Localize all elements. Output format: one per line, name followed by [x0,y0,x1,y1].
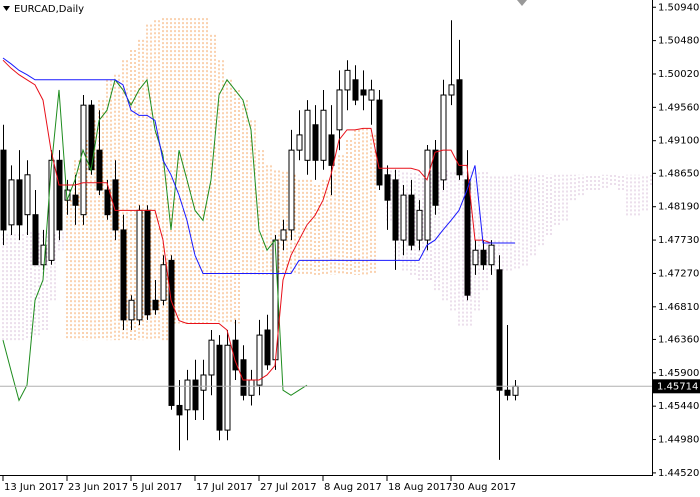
y-tick-label: 1.50020 [658,69,699,80]
candle-body [392,179,399,241]
candle-body [416,209,423,241]
candle-body [352,79,359,101]
candle-body [384,174,391,201]
candle-body [72,194,79,206]
candle-body [264,329,271,366]
candle-body [224,344,231,431]
candle-body [208,339,215,376]
chikou-line [2,78,308,402]
candle-body [0,149,7,231]
y-tick-label: 1.44520 [658,468,699,479]
candle-body [216,344,223,431]
candle-body [456,79,463,176]
candle-body [360,89,367,96]
y-tick-label: 1.49100 [658,136,699,147]
x-tick-label: 5 Jul 2017 [132,482,182,493]
candle-body [184,379,191,411]
x-tick-label: 27 Jul 2017 [260,482,317,493]
candle-body [488,244,495,266]
candle-body [400,194,407,241]
candle-body [408,194,415,246]
candle-body [232,339,239,371]
y-tick-label: 1.44980 [658,435,699,446]
candle-body [512,385,519,396]
x-tick-label: 17 Jul 2017 [196,482,253,493]
plot-area [0,18,652,460]
candle-body [504,389,511,396]
candle-body [80,104,87,216]
shift-marker [517,0,527,6]
candle-body [128,299,135,321]
candle-body [376,99,383,186]
candle-body [176,404,183,416]
candle-body [24,174,31,216]
x-tick-label: 13 Jun 2017 [4,482,64,493]
candle-body [344,69,351,91]
candle-body [192,379,199,411]
candle-body [240,359,247,396]
y-tick-label: 1.48190 [658,202,699,213]
candle-body [248,379,255,396]
candle-body [104,189,111,216]
candle-body [296,134,303,151]
candle-body [304,109,311,161]
y-tick-label: 1.48650 [658,168,699,179]
candle-body [96,149,103,191]
candle-body [120,229,127,321]
candle-body [16,179,23,226]
chart-title: EURCAD,Daily [14,4,84,15]
candle-body [200,374,207,391]
candle-body [424,149,431,241]
last-price-box [653,379,700,394]
candle-body [280,229,287,241]
candle-body [328,134,335,166]
x-tick-label: 18 Aug 2017 [388,482,452,493]
y-tick-label: 1.45900 [658,368,699,379]
candle-body [448,84,455,96]
tenkan-line [2,59,515,381]
candle-body [464,179,471,296]
y-tick-label: 1.50940 [658,2,699,13]
x-tick-label: 8 Aug 2017 [324,482,382,493]
x-tick-label: 23 Jun 2017 [68,482,128,493]
candle-body [152,299,159,311]
candle-body [168,259,175,406]
candle-body [256,334,263,386]
kijun-line [2,57,515,274]
y-tick-label: 1.50480 [658,36,699,47]
candle-body [32,214,39,266]
candle-body [368,89,375,101]
y-tick-label: 1.47270 [658,268,699,279]
y-tick-label: 1.45440 [658,401,699,412]
y-tick-label: 1.47730 [658,235,699,246]
y-tick-label: 1.46810 [658,302,699,313]
candle-body [88,104,95,171]
candle-body [8,179,15,226]
candle-body [432,149,439,206]
candle-body [40,244,47,266]
candle-body [440,94,447,181]
candle-body [312,124,319,161]
candle-body [48,159,55,261]
candle-body [144,209,151,316]
candle-body [320,109,327,161]
candle-body [472,249,479,266]
x-tick-label: 30 Aug 2017 [452,482,516,493]
candle-body [136,209,143,321]
candle-body [336,89,343,131]
candle-body [288,149,295,231]
candle-body [56,159,63,231]
candle-body [480,249,487,266]
y-tick-label: 1.49560 [658,102,699,113]
candle-body [160,264,167,301]
candle-body [496,269,503,391]
y-tick-label: 1.46360 [658,334,699,345]
menu-triangle[interactable] [3,6,10,11]
last-price-label: 1.45714 [657,381,698,392]
